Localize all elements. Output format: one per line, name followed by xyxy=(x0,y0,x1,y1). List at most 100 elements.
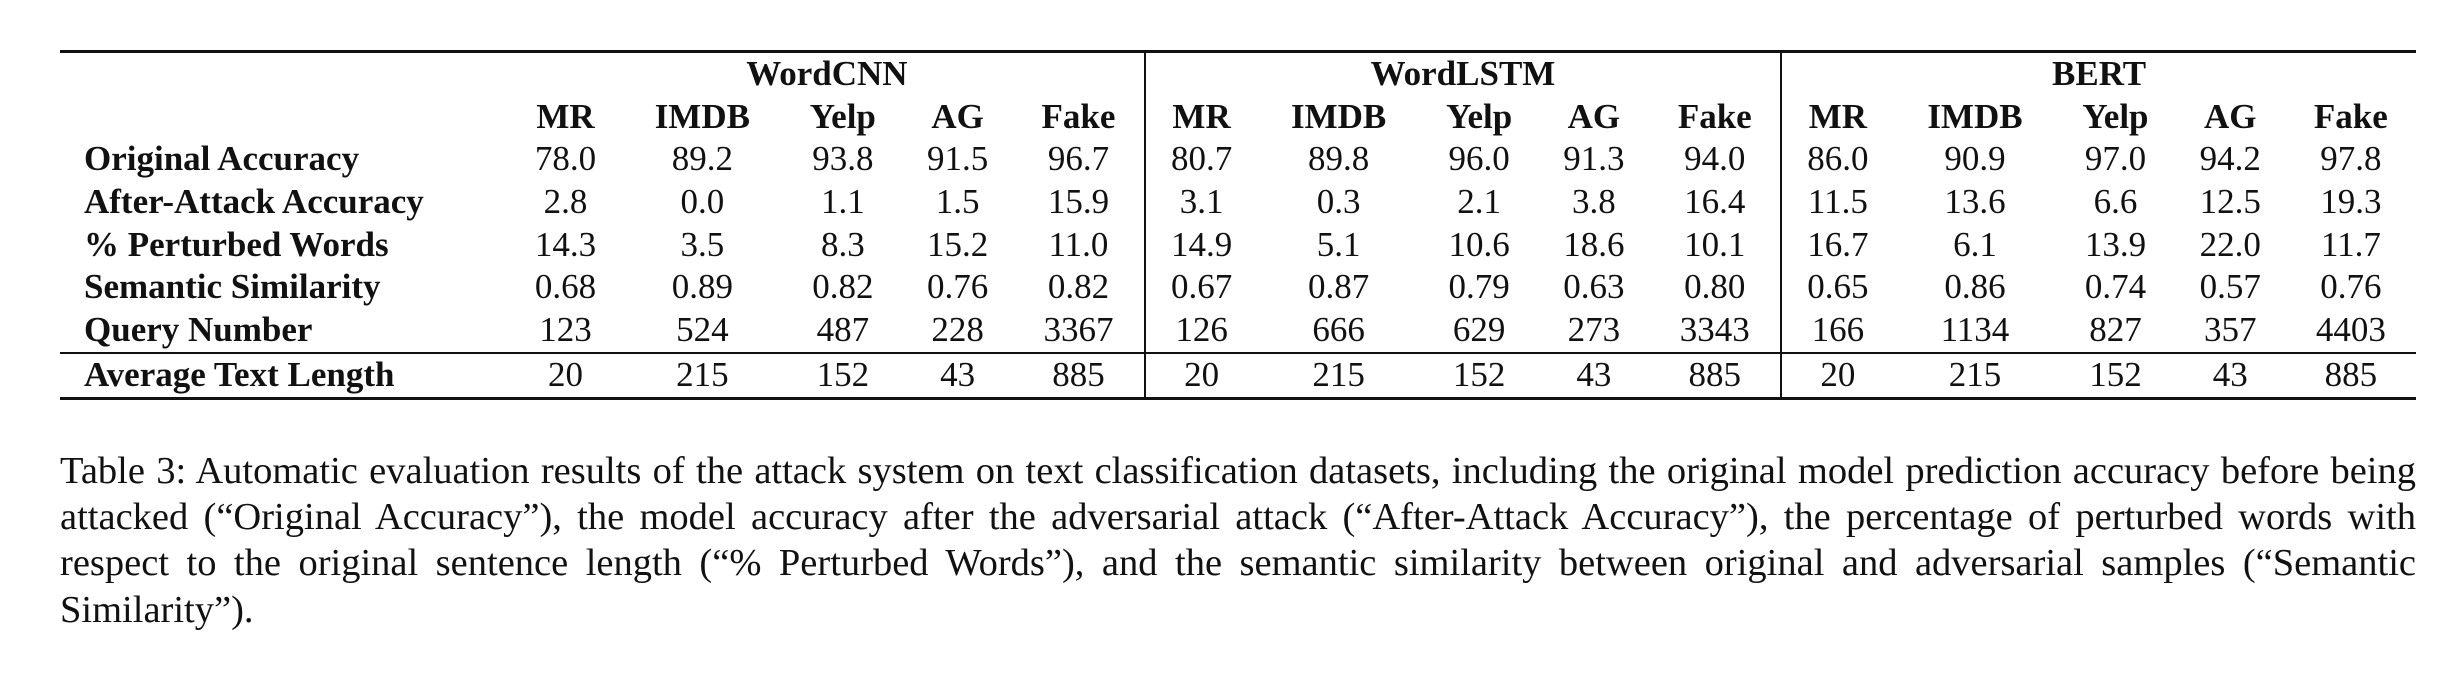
table-cell: 15.2 xyxy=(926,224,989,264)
table-cell: 43 xyxy=(902,351,1014,398)
table-cell: 0.82 xyxy=(1047,267,1110,307)
table-cell: 357 xyxy=(2203,310,2257,350)
table-cell: 666 xyxy=(1312,310,1365,350)
table-cell: 827 xyxy=(2089,310,2142,350)
row-label: Average Text Length xyxy=(60,351,510,398)
table-cell: 0.79 xyxy=(1448,267,1510,307)
dataset-header: Yelp xyxy=(2082,96,2149,136)
table-cell: 14.3 xyxy=(534,224,597,264)
table-cell: 6.1 xyxy=(1953,224,1997,264)
table-cell: 0.67 xyxy=(1143,266,1258,310)
table-cell: 43 xyxy=(2174,351,2286,398)
group-header-bert: BERT xyxy=(1780,51,2416,96)
table-cell: 0.87 xyxy=(1308,267,1370,307)
table-cell: 20 xyxy=(1143,351,1258,398)
table-cell: 94.0 xyxy=(1684,139,1746,179)
row-label: % Perturbed Words xyxy=(84,224,389,264)
table-cell: 11.5 xyxy=(1780,181,1894,224)
metric-rows: Original Accuracy 78.0 89.2 93.8 91.5 96.7 80.… xyxy=(60,138,2416,398)
table-cell: 152 xyxy=(2056,351,2175,398)
results-table-container: WordCNN WordLSTM BERT MR IMDB Yelp AG Fa… xyxy=(60,50,2416,400)
table-cell: 91.3 xyxy=(1563,139,1625,179)
table-cell: 3.5 xyxy=(680,224,725,264)
dataset-header: AG xyxy=(931,96,984,136)
table-cell: 89.8 xyxy=(1308,139,1370,179)
dataset-header: Fake xyxy=(1677,96,1752,136)
table-cell: 0.82 xyxy=(812,267,874,307)
table-cell: 0.80 xyxy=(1684,267,1746,307)
dataset-header: Fake xyxy=(1041,96,1116,136)
table-row: Query Number 123 524 487 228 3367 126 666 629 273… xyxy=(60,309,2416,353)
table-cell: 10.6 xyxy=(1448,224,1510,264)
table-cell: 18.6 xyxy=(1563,224,1625,264)
empty-corner-cell xyxy=(60,96,510,139)
table-cell: 0.3 xyxy=(1316,182,1361,222)
table-cell: 11.7 xyxy=(2320,224,2381,264)
dataset-header: Yelp xyxy=(1446,96,1513,136)
table-cell: 3343 xyxy=(1679,310,1750,350)
table-cell: 96.7 xyxy=(1047,139,1110,179)
table-cell: 96.0 xyxy=(1448,139,1510,179)
dataset-header: IMDB xyxy=(1291,96,1387,136)
table-cell: 0.68 xyxy=(534,267,597,307)
table-cell: 86.0 xyxy=(1780,138,1894,182)
table-cell: 4403 xyxy=(2315,310,2386,350)
table-cell: 20 xyxy=(510,351,622,398)
table-cell: 43 xyxy=(1538,351,1650,398)
table-cell: 126 xyxy=(1143,309,1258,353)
table-cell: 0.63 xyxy=(1563,267,1625,307)
table-cell: 11.0 xyxy=(1048,224,1109,264)
table-cell: 16.4 xyxy=(1684,182,1746,222)
dataset-header: IMDB xyxy=(1927,96,2023,136)
dataset-header: AG xyxy=(1567,96,1621,136)
table-cell: 89.2 xyxy=(671,139,733,179)
table-cell: 885 xyxy=(1013,351,1145,398)
table-cell: 629 xyxy=(1452,310,1506,350)
group-header-wordlstm: WordLSTM xyxy=(1143,51,1782,96)
table-cell: 2.1 xyxy=(1457,182,1502,222)
table-cell: 97.0 xyxy=(2084,139,2147,179)
table-cell: 6.6 xyxy=(2093,182,2138,222)
row-label: Original Accuracy xyxy=(84,139,360,179)
table-cell: 0.89 xyxy=(671,267,733,307)
table-row: Original Accuracy 78.0 89.2 93.8 91.5 96.7 80.… xyxy=(60,138,2416,182)
table-cell: 0.86 xyxy=(1944,267,2006,307)
table-cell: 12.5 xyxy=(2199,182,2261,222)
table-cell: 885 xyxy=(1649,351,1782,398)
table-cell: 94.2 xyxy=(2199,139,2261,179)
row-label: Query Number xyxy=(84,310,313,350)
group-header-wordcnn: WordCNN xyxy=(746,54,908,93)
table-row: % Perturbed Words 14.3 3.5 8.3 15.2 11.0 14.9 5… xyxy=(60,223,2416,267)
table-cell: 16.7 xyxy=(1780,223,1894,267)
table-cell: 91.5 xyxy=(926,139,989,179)
table-cell: 15.9 xyxy=(1047,182,1110,222)
table-cell: 19.3 xyxy=(2320,182,2382,222)
table-caption: Table 3: Automatic evaluation results of… xyxy=(60,450,2416,631)
dataset-header: AG xyxy=(2203,96,2257,136)
table-cell: 20 xyxy=(1780,351,1894,398)
table-cell: 13.6 xyxy=(1944,182,2006,222)
table-cell: 5.1 xyxy=(1316,224,1361,264)
table-cell: 215 xyxy=(1893,351,2057,398)
table-cell: 0.57 xyxy=(2199,267,2261,307)
table-cell: 10.1 xyxy=(1684,224,1746,264)
table-cell: 13.9 xyxy=(2084,224,2147,264)
table-cell: 78.0 xyxy=(534,139,597,179)
results-table: WordCNN WordLSTM BERT MR IMDB Yelp AG Fa… xyxy=(60,50,2416,400)
table-cell: 152 xyxy=(783,351,903,398)
table-cell: 123 xyxy=(539,310,592,350)
table-cell: 22.0 xyxy=(2199,224,2261,264)
table-cell: 8.3 xyxy=(820,224,865,264)
row-label: After-Attack Accuracy xyxy=(84,182,424,222)
table-cell: 1.5 xyxy=(935,182,980,222)
table-cell: 0.74 xyxy=(2084,267,2147,307)
table-cell: 166 xyxy=(1780,309,1894,353)
group-header-row: WordCNN WordLSTM BERT xyxy=(60,51,2416,96)
table-cell: 215 xyxy=(1257,351,1420,398)
table-cell: 90.9 xyxy=(1944,139,2006,179)
dataset-header: Fake xyxy=(2313,96,2388,136)
table-cell: 273 xyxy=(1567,310,1621,350)
table-cell: 3.1 xyxy=(1143,181,1258,224)
table-cell: 1134 xyxy=(1940,310,2010,350)
table-cell: 3.8 xyxy=(1572,182,1616,222)
